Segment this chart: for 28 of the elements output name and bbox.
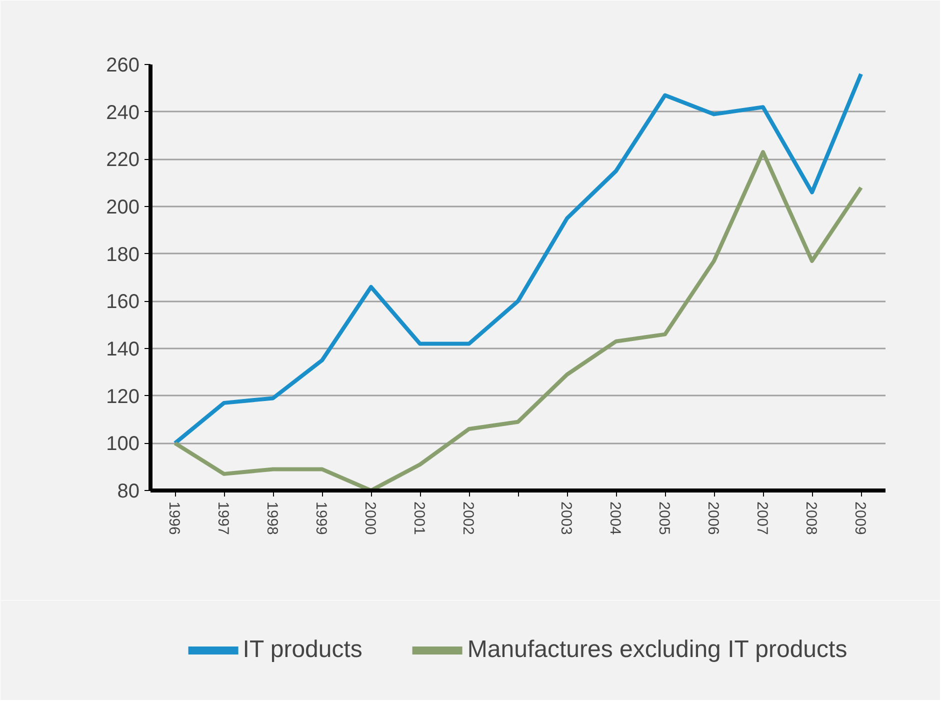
x-tick-label: 2006 xyxy=(704,502,722,535)
x-tick-label: 2007 xyxy=(754,502,770,535)
legend-label: IT products xyxy=(242,636,362,664)
x-tick-label: 2001 xyxy=(410,502,428,535)
x-tick-label: 2003 xyxy=(558,502,574,535)
y-tick-label: 240 xyxy=(106,102,140,124)
y-tick-label: 140 xyxy=(106,338,140,360)
line-series xyxy=(173,72,863,446)
y-tick-label: 100 xyxy=(106,433,140,456)
x-tick-label: 2009 xyxy=(852,502,868,535)
x-tick-label: 2005 xyxy=(656,502,672,535)
y-tick-label: 120 xyxy=(106,386,140,408)
x-tick-label: 2002 xyxy=(460,502,476,535)
line-series xyxy=(173,150,863,490)
x-tick-label: 2008 xyxy=(802,502,820,535)
x-tick-label: 1999 xyxy=(312,502,330,535)
legend-label: Manufactures excluding IT products xyxy=(467,636,848,664)
x-tick-label: 1996 xyxy=(166,502,182,535)
y-tick-label: 160 xyxy=(106,291,140,314)
y-tick-label: 180 xyxy=(106,244,140,266)
y-tick-label: 200 xyxy=(106,196,140,218)
x-tick-label: 2000 xyxy=(362,502,378,535)
y-tick-label: 260 xyxy=(106,54,140,76)
x-tick-label: 2004 xyxy=(606,502,624,535)
y-tick-label: 220 xyxy=(106,149,140,172)
x-tick-label: 1997 xyxy=(214,502,232,535)
y-tick-label: 80 xyxy=(117,480,140,502)
x-tick-label: 1998 xyxy=(264,502,280,535)
